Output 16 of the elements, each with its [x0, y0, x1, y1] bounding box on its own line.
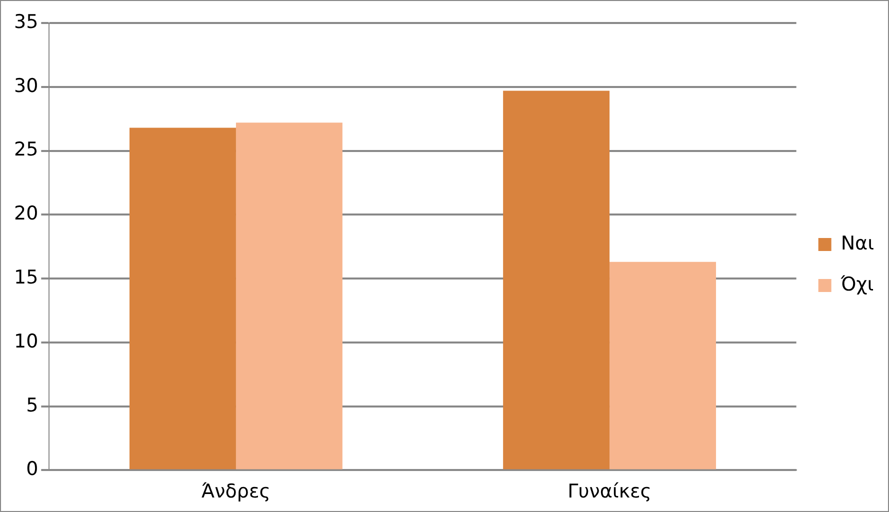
bar: [503, 90, 610, 470]
legend-label: Όχι: [840, 273, 874, 296]
y-tick-label: 10: [14, 330, 38, 352]
bar: [610, 262, 716, 470]
legend-label: Ναι: [840, 232, 874, 254]
y-tick-label: 5: [26, 394, 38, 416]
x-tick-label: Γυναίκες: [568, 480, 652, 503]
y-tick-label: 15: [14, 266, 38, 288]
y-tick-label: 35: [14, 10, 38, 33]
y-tick-label: 25: [14, 138, 38, 161]
x-tick-label: Άνδρες: [202, 480, 270, 503]
y-tick-label: 0: [26, 458, 38, 480]
bar: [236, 122, 342, 470]
bar: [129, 128, 236, 470]
y-tick-label: 20: [14, 202, 38, 225]
y-tick-label: 30: [14, 74, 38, 97]
